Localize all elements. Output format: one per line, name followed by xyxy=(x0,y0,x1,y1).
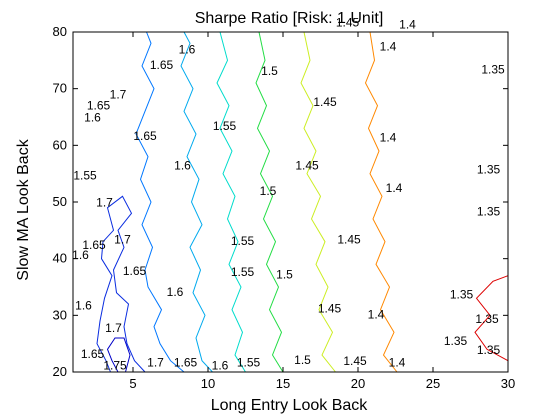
contour-label: 1.35 xyxy=(475,312,499,326)
contour-label: 1.65 xyxy=(123,264,147,278)
contour-label: 1.35 xyxy=(477,343,501,357)
contour-label: 1.4 xyxy=(380,131,397,145)
y-tick-label: 70 xyxy=(53,81,67,96)
contour-label: 1.5 xyxy=(261,64,278,78)
contour-label: 1.55 xyxy=(231,265,255,279)
contour-label: 1.35 xyxy=(477,204,501,218)
contour-label: 1.75 xyxy=(103,358,127,372)
contour-line-1.55 xyxy=(216,31,246,373)
contour-label: 1.4 xyxy=(389,356,406,370)
contour-label: 1.4 xyxy=(368,307,385,321)
contour-label: 1.55 xyxy=(73,169,97,183)
contour-line-1.6 xyxy=(180,31,213,373)
contour-label: 1.55 xyxy=(237,356,261,370)
contour-label: 1.35 xyxy=(444,334,468,348)
y-tick-label: 80 xyxy=(53,24,67,39)
x-axis-ticks: 5 10 15 20 25 30 xyxy=(129,32,515,391)
plot-frame xyxy=(72,31,509,373)
contour-label: 1.6 xyxy=(84,110,101,124)
contour-label: 1.7 xyxy=(110,88,127,102)
chart-title: Sharpe Ratio [Risk: 1 Unit] xyxy=(195,10,384,27)
y-tick-label: 50 xyxy=(53,194,67,209)
contour-label: 1.65 xyxy=(133,129,157,143)
contour-line-1.65 xyxy=(135,31,185,373)
contour-label: 1.6 xyxy=(179,42,196,56)
y-tick-label: 60 xyxy=(53,137,67,152)
y-tick-label: 20 xyxy=(53,364,67,379)
contour-label: 1.6 xyxy=(212,358,229,372)
contour-label: 1.45 xyxy=(336,16,360,30)
y-axis-ticks: 20 30 40 50 60 70 80 xyxy=(53,24,508,379)
contour-label: 1.45 xyxy=(318,301,342,315)
contour-label: 1.55 xyxy=(213,119,237,133)
contour-label: 1.6 xyxy=(72,248,89,262)
contour-label: 1.45 xyxy=(295,158,319,172)
x-tick-label: 5 xyxy=(129,376,136,391)
x-tick-label: 15 xyxy=(276,376,290,391)
contour-label: 1.35 xyxy=(481,63,505,77)
y-tick-label: 40 xyxy=(53,251,67,266)
x-tick-label: 25 xyxy=(426,376,440,391)
contour-label: 1.4 xyxy=(386,181,403,195)
contour-label: 1.5 xyxy=(260,184,277,198)
contour-labels: 1.75 1.7 1.65 1.6 1.55 1.5 1.45 1.41.351.351.35… xyxy=(72,16,505,373)
contour-line-1.4 xyxy=(364,31,398,373)
x-tick-label: 10 xyxy=(201,376,215,391)
contour-label: 1.55 xyxy=(231,234,255,248)
contour-label: 1.6 xyxy=(174,158,191,172)
y-axis-label: Slow MA Look Back xyxy=(15,138,32,280)
x-axis-label: Long Entry Look Back xyxy=(211,397,369,414)
contour-label: 1.7 xyxy=(114,233,131,247)
contour-label: 1.5 xyxy=(294,353,311,367)
contour-line-1.7 xyxy=(96,195,146,373)
contour-label: 1.65 xyxy=(81,347,105,361)
contour-lines xyxy=(96,31,509,373)
contour-label: 1.4 xyxy=(380,39,397,53)
contour-label: 1.4 xyxy=(399,17,416,31)
contour-line-1.45 xyxy=(300,31,336,373)
contour-label: 1.45 xyxy=(337,233,361,247)
contour-label: 1.35 xyxy=(450,288,474,302)
y-tick-label: 30 xyxy=(53,307,67,322)
contour-label: 1.7 xyxy=(96,195,113,209)
contour-label: 1.7 xyxy=(105,321,122,335)
contour-label: 1.65 xyxy=(87,98,111,112)
contour-label: 1.65 xyxy=(174,356,198,370)
x-tick-label: 30 xyxy=(501,376,515,391)
contour-label: 1.35 xyxy=(477,162,501,176)
contour-label: 1.7 xyxy=(147,356,164,370)
contour-line-1.5 xyxy=(255,31,284,373)
contour-label: 1.45 xyxy=(313,95,337,109)
contour-label: 1.45 xyxy=(343,354,367,368)
contour-label: 1.6 xyxy=(167,285,184,299)
contour-label: 1.6 xyxy=(75,298,92,312)
contour-label: 1.5 xyxy=(276,267,293,281)
contour-label: 1.65 xyxy=(82,238,106,252)
contour-label: 1.65 xyxy=(150,58,174,72)
contour-line-1.75 xyxy=(106,337,131,373)
contour-line-1.35 xyxy=(474,275,509,362)
x-tick-label: 20 xyxy=(351,376,365,391)
